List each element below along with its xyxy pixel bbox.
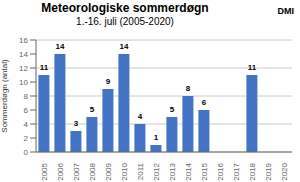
svg-text:0: 0: [24, 148, 29, 157]
svg-text:Sommerdøgn (antal): Sommerdøgn (antal): [8, 59, 9, 133]
svg-text:5: 5: [170, 105, 175, 114]
svg-text:6: 6: [24, 106, 29, 115]
svg-text:14: 14: [55, 42, 64, 51]
svg-text:2014: 2014: [184, 162, 193, 180]
html-text:Meteorologiske sommerdøgn: Meteorologiske sommerdøgn: [41, 1, 209, 15]
svg-text:2: 2: [24, 134, 29, 143]
svg-text:2010: 2010: [120, 162, 129, 180]
svg-text:2019: 2019: [264, 162, 273, 180]
svg-text:2005: 2005: [40, 162, 49, 180]
svg-text:5: 5: [90, 105, 95, 114]
svg-text:4: 4: [24, 120, 29, 129]
svg-text:9: 9: [106, 77, 111, 86]
svg-text:8: 8: [24, 92, 29, 101]
svg-text:2012: 2012: [152, 162, 161, 180]
svg-text:2009: 2009: [104, 162, 113, 180]
svg-text:2007: 2007: [72, 162, 81, 180]
svg-text:2013: 2013: [168, 162, 177, 180]
svg-text:4: 4: [138, 112, 143, 121]
svg-text:1: 1: [154, 133, 159, 142]
html-text:DMI: DMI: [277, 6, 294, 16]
svg-text:2008: 2008: [88, 162, 97, 180]
svg-text:2006: 2006: [56, 162, 65, 180]
svg-text:2015: 2015: [200, 162, 209, 180]
svg-text:6: 6: [202, 98, 207, 107]
svg-text:2016: 2016: [216, 162, 225, 180]
svg-text:10: 10: [19, 78, 28, 87]
svg-text:11: 11: [40, 63, 49, 72]
svg-text:3: 3: [74, 119, 79, 128]
svg-text:2018: 2018: [248, 162, 257, 180]
svg-text:11: 11: [248, 63, 257, 72]
svg-text:2020: 2020: [280, 162, 289, 180]
svg-text:12: 12: [19, 64, 28, 73]
svg-text:8: 8: [186, 84, 191, 93]
svg-text:16: 16: [19, 36, 28, 45]
svg-text:14: 14: [19, 50, 28, 59]
svg-text:2011: 2011: [136, 162, 145, 180]
svg-text:2017: 2017: [232, 162, 241, 180]
svg-text:14: 14: [119, 42, 128, 51]
html-text:1.-16. juli (2005-2020): 1.-16. juli (2005-2020): [76, 16, 174, 27]
